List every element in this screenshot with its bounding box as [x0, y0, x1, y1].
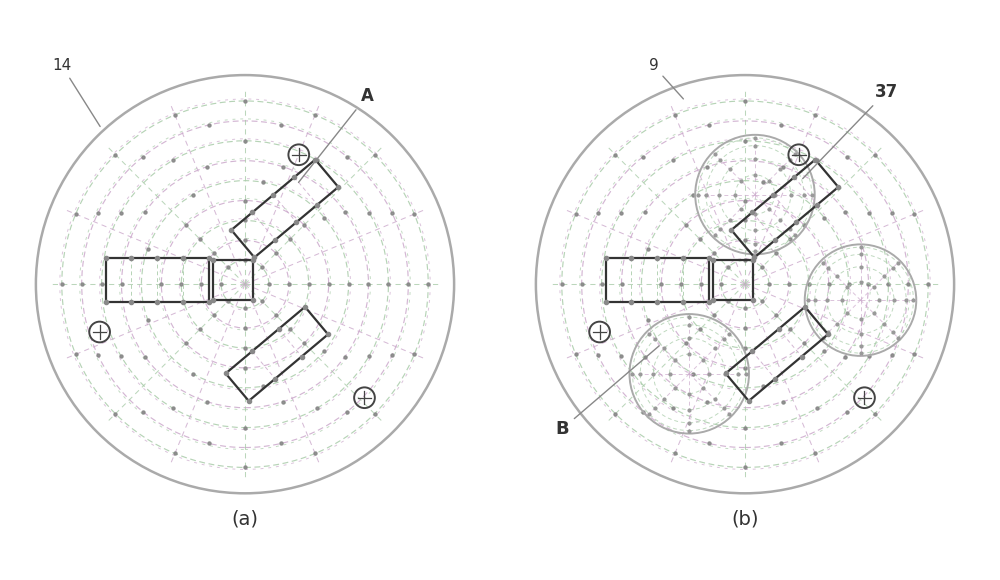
Text: 37: 37 — [803, 83, 898, 179]
Text: B: B — [556, 346, 659, 438]
Text: (b): (b) — [731, 509, 759, 528]
Text: 9: 9 — [649, 58, 683, 99]
Text: (a): (a) — [232, 509, 258, 528]
Text: 14: 14 — [52, 58, 100, 126]
Text: A: A — [299, 87, 373, 183]
